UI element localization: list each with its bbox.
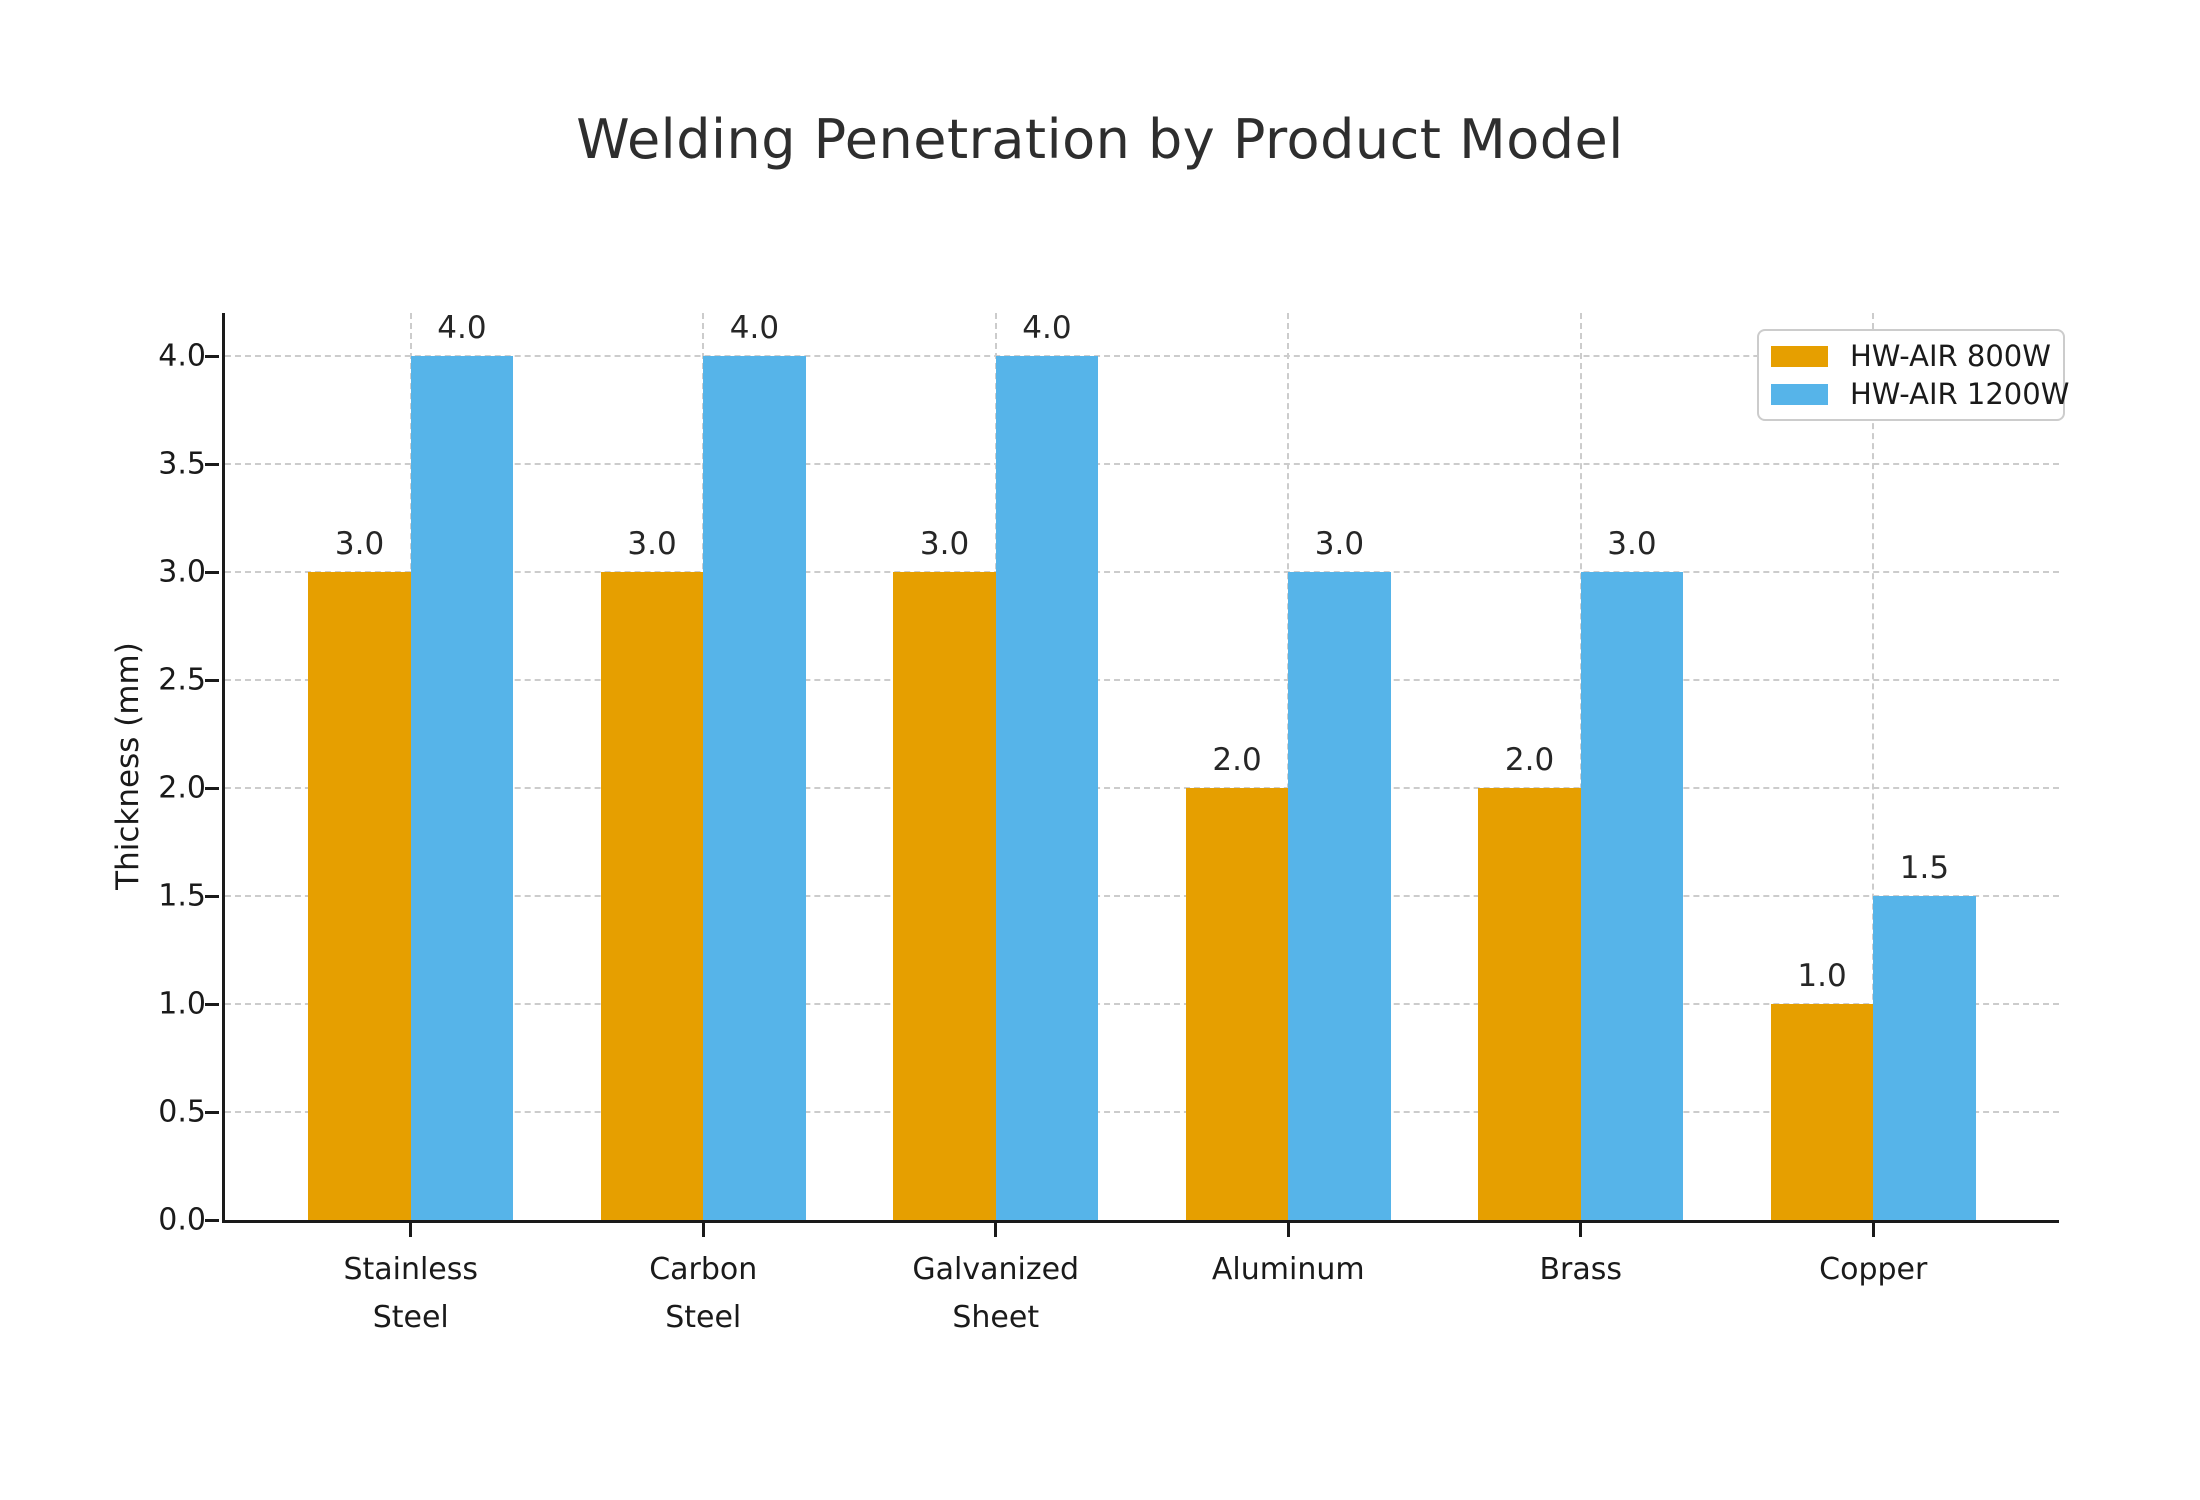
bar-value-label: 4.0: [437, 310, 487, 347]
legend-label-1200w: HW-AIR 1200W: [1850, 377, 2070, 411]
bar-value-label: 1.0: [1797, 958, 1847, 995]
x-category-label: Carbon Steel: [649, 1252, 758, 1335]
y-axis-tick: [205, 1002, 219, 1006]
y-axis-tick: [205, 354, 219, 358]
x-category-label: Copper: [1819, 1252, 1928, 1287]
bar-value-label: 3.0: [919, 526, 970, 563]
chart-title: Welding Penetration by Product Model: [576, 108, 1624, 171]
grid-line-horizontal: [225, 895, 2059, 898]
y-axis-tick: [205, 678, 219, 682]
y-axis-label: Thickness (mm): [110, 642, 146, 890]
y-tick-label: 3.5: [158, 446, 206, 482]
bar-value-label: 4.0: [1022, 310, 1072, 347]
x-axis-tick: [994, 1223, 998, 1237]
legend-item-1200w: HW-AIR 1200W: [1771, 377, 2069, 411]
bar-800w: [893, 572, 996, 1220]
y-axis-tick: [205, 1110, 219, 1114]
grid-line-vertical: [1872, 313, 1875, 1220]
grid-line-horizontal: [225, 571, 2059, 574]
y-tick-label: 3.0: [158, 554, 206, 590]
grid-line-horizontal: [225, 679, 2059, 682]
bar-1200w: [1580, 572, 1684, 1220]
bar-1200w: [995, 356, 1099, 1220]
bar-value-label: 4.0: [729, 310, 780, 347]
y-axis-tick: [205, 462, 219, 466]
x-category-label: Brass: [1539, 1252, 1623, 1287]
x-axis-tick: [409, 1223, 413, 1237]
bar-800w: [1770, 1004, 1874, 1220]
legend-swatch-800w-icon: [1771, 345, 1828, 367]
legend: HW-AIR 800W HW-AIR 1200W: [1757, 329, 2069, 421]
x-axis-tick: [1579, 1223, 1583, 1237]
y-tick-label: 0.5: [158, 1094, 206, 1130]
bar-value-label: 3.0: [627, 526, 677, 563]
y-axis-tick: [205, 1218, 219, 1222]
grid-line-horizontal: [225, 1111, 2059, 1114]
bar-1200w: [703, 356, 806, 1220]
bar-800w: [600, 572, 704, 1220]
y-axis-tick: [205, 570, 219, 574]
y-axis-tick: [205, 894, 219, 898]
bar-1200w: [410, 356, 514, 1220]
grid-line-horizontal: [225, 1003, 2059, 1006]
bar-value-label: 3.0: [334, 526, 385, 563]
bar-value-label: 1.5: [1899, 850, 1950, 887]
bar-800w: [308, 572, 411, 1220]
bar-value-label: 2.0: [1212, 742, 1262, 779]
x-category-label: Galvanized Sheet: [912, 1252, 1080, 1335]
y-axis-tick: [205, 786, 219, 790]
x-axis-tick: [1286, 1223, 1290, 1237]
bar-800w: [1478, 788, 1581, 1220]
legend-label-800w: HW-AIR 800W: [1850, 339, 2051, 373]
y-tick-label: 0.0: [158, 1202, 206, 1238]
x-axis-tick: [701, 1223, 705, 1237]
y-tick-label: 2.5: [158, 662, 206, 698]
grid-line-horizontal: [225, 355, 2059, 358]
grid-line-horizontal: [225, 463, 2059, 466]
x-axis-tick: [1871, 1223, 1875, 1237]
y-tick-label: 2.0: [158, 770, 206, 806]
x-category-label: Aluminum: [1211, 1252, 1365, 1287]
legend-item-800w: HW-AIR 800W: [1771, 339, 2051, 373]
bar-800w: [1185, 788, 1289, 1220]
bar-1200w: [1873, 896, 1976, 1220]
plot-area: 0.0 0.5 1.0 1.5 2.0 2.5 3.0 3.5 4.0 Stainless Ste…: [158, 310, 2059, 1335]
bar-value-label: 2.0: [1504, 742, 1555, 779]
legend-swatch-1200w-icon: [1771, 383, 1828, 405]
bar-value-label: 3.0: [1607, 526, 1657, 563]
y-tick-label: 1.5: [158, 878, 206, 914]
bar-value-label: 3.0: [1314, 526, 1365, 563]
y-tick-label: 4.0: [158, 338, 206, 374]
grid-line-horizontal: [225, 787, 2059, 790]
x-category-label: Stainless Steel: [343, 1252, 479, 1335]
bar-1200w: [1288, 572, 1391, 1220]
y-tick-label: 1.0: [158, 986, 206, 1022]
